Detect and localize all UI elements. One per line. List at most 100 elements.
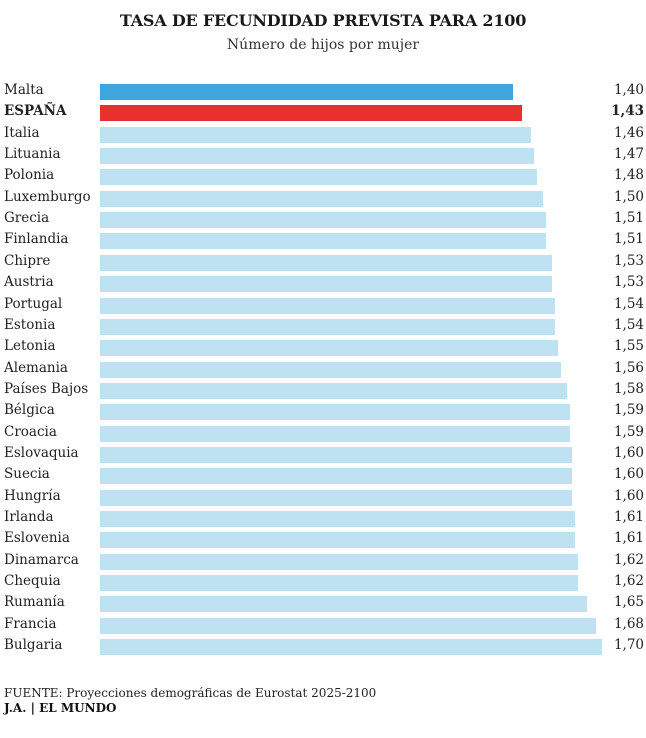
- bar-value-label: 1,53: [613, 252, 644, 269]
- bar: [100, 553, 579, 570]
- bar-label: Eslovenia: [4, 530, 70, 547]
- bar-row: Portugal 1,54: [0, 294, 646, 315]
- bar-value-label: 1,47: [613, 146, 644, 163]
- bar-value-label: 1,59: [613, 402, 644, 419]
- bar-row: Italia 1,46: [0, 123, 646, 144]
- bar-value-label: 1,61: [613, 530, 644, 547]
- bar-label: Lituania: [4, 146, 61, 163]
- bar-row: Países Bajos 1,58: [0, 379, 646, 400]
- bar-value-label: 1,61: [613, 509, 644, 525]
- bar: [100, 639, 602, 656]
- bar: [100, 276, 552, 293]
- bar-value-label: 1,40: [613, 82, 644, 98]
- bar-row: Suecia 1,60: [0, 464, 646, 485]
- bar-row: Alemania 1,56: [0, 358, 646, 379]
- bar-label: Polonia: [4, 167, 55, 184]
- bar-row: Lituania 1,47: [0, 144, 646, 165]
- bar: [100, 382, 567, 399]
- bar-row: Dinamarca 1,62: [0, 550, 646, 571]
- bar: [100, 318, 555, 335]
- bar-label: Estonia: [4, 316, 56, 333]
- bar: [100, 105, 523, 122]
- bar-row: Bélgica 1,59: [0, 400, 646, 421]
- bar-label: Eslovaquia: [4, 444, 79, 461]
- bar-value-label: 1,60: [613, 466, 644, 483]
- bar-value-label: 1,59: [613, 423, 644, 440]
- bar-label: Croacia: [4, 423, 57, 440]
- bar-row: Finlandia 1,51: [0, 229, 646, 250]
- bar-value-label: 1,62: [613, 573, 644, 590]
- bar: [100, 190, 543, 207]
- bar: [100, 404, 570, 421]
- credit-line: J.A. | EL MUNDO: [4, 701, 117, 715]
- bar-value-label: 1,43: [611, 103, 644, 120]
- bar-label: Suecia: [4, 466, 50, 483]
- bar-label: Luxemburgo: [4, 188, 91, 205]
- bar: [100, 148, 535, 165]
- bar-value-label: 1,55: [613, 338, 644, 355]
- bar-label: Portugal: [4, 295, 63, 312]
- bar-label: Malta: [4, 82, 44, 98]
- bar-label: Italia: [4, 124, 40, 141]
- bar-label: Países Bajos: [4, 380, 89, 397]
- chart-title: TASA DE FECUNDIDAD PREVISTA PARA 2100: [119, 11, 527, 30]
- bar-label: Hungría: [4, 487, 61, 504]
- bar-value-label: 1,51: [613, 231, 644, 248]
- bar-row: Chipre 1,53: [0, 251, 646, 272]
- bar: [100, 233, 546, 250]
- bar-label: Finlandia: [4, 231, 69, 248]
- bar: [100, 596, 588, 613]
- bar-row: Francia 1,68: [0, 614, 646, 635]
- bar-row: Grecia 1,51: [0, 208, 646, 229]
- bar-label: Austria: [4, 274, 54, 291]
- bar-chart: Malta 1,40 ESPAÑA 1,43 Italia 1,46 Lituania 1,4…: [0, 80, 646, 665]
- bar-row: Hungría 1,60: [0, 486, 646, 507]
- bar-label: Irlanda: [4, 509, 54, 525]
- bar-value-label: 1,60: [613, 487, 644, 504]
- bar-row: Polonia 1,48: [0, 165, 646, 186]
- bar: [100, 575, 579, 592]
- bar-label: Francia: [4, 615, 57, 632]
- bar-row: Eslovaquia 1,60: [0, 443, 646, 464]
- bar-label: ESPAÑA: [4, 103, 67, 120]
- bar-value-label: 1,56: [613, 359, 644, 376]
- bar-label: Dinamarca: [4, 551, 79, 568]
- bar-label: Bélgica: [4, 402, 55, 419]
- bar: [100, 425, 570, 442]
- bar-value-label: 1,65: [613, 594, 644, 611]
- bar-value-label: 1,62: [613, 551, 644, 568]
- bar-value-label: 1,48: [613, 167, 644, 184]
- bar: [100, 617, 597, 634]
- bar-value-label: 1,46: [613, 124, 644, 141]
- bar: [100, 297, 555, 314]
- bar-row: Estonia 1,54: [0, 315, 646, 336]
- bar-row: Chequia 1,62: [0, 571, 646, 592]
- bar: [100, 254, 552, 271]
- bar-row: Croacia 1,59: [0, 422, 646, 443]
- bar-row: Luxemburgo 1,50: [0, 187, 646, 208]
- source-note: FUENTE: Proyecciones demográficas de Eur…: [4, 686, 377, 700]
- chart-subtitle: Número de hijos por mujer: [226, 37, 420, 53]
- bar: [100, 489, 573, 506]
- bar-row: Austria 1,53: [0, 272, 646, 293]
- bar-value-label: 1,50: [613, 188, 644, 205]
- bar: [100, 84, 514, 100]
- bar: [100, 126, 532, 143]
- bar: [100, 340, 558, 357]
- bar-row: Letonia 1,55: [0, 336, 646, 357]
- bar-label: Alemania: [4, 359, 68, 376]
- bar-value-label: 1,53: [613, 274, 644, 291]
- bar-value-label: 1,54: [613, 316, 644, 333]
- bar: [100, 532, 576, 549]
- bar-label: Bulgaria: [4, 637, 63, 654]
- bar: [100, 446, 573, 463]
- bar: [100, 212, 546, 229]
- bar-label: Chipre: [4, 252, 51, 269]
- bar-row: ESPAÑA 1,43: [0, 101, 646, 122]
- bar-row: Malta 1,40: [0, 80, 646, 101]
- bar-label: Grecia: [4, 210, 50, 227]
- bar-value-label: 1,60: [613, 444, 644, 461]
- bar-row: Irlanda 1,61: [0, 507, 646, 528]
- bar: [100, 511, 576, 527]
- bar-row: Bulgaria 1,70: [0, 635, 646, 656]
